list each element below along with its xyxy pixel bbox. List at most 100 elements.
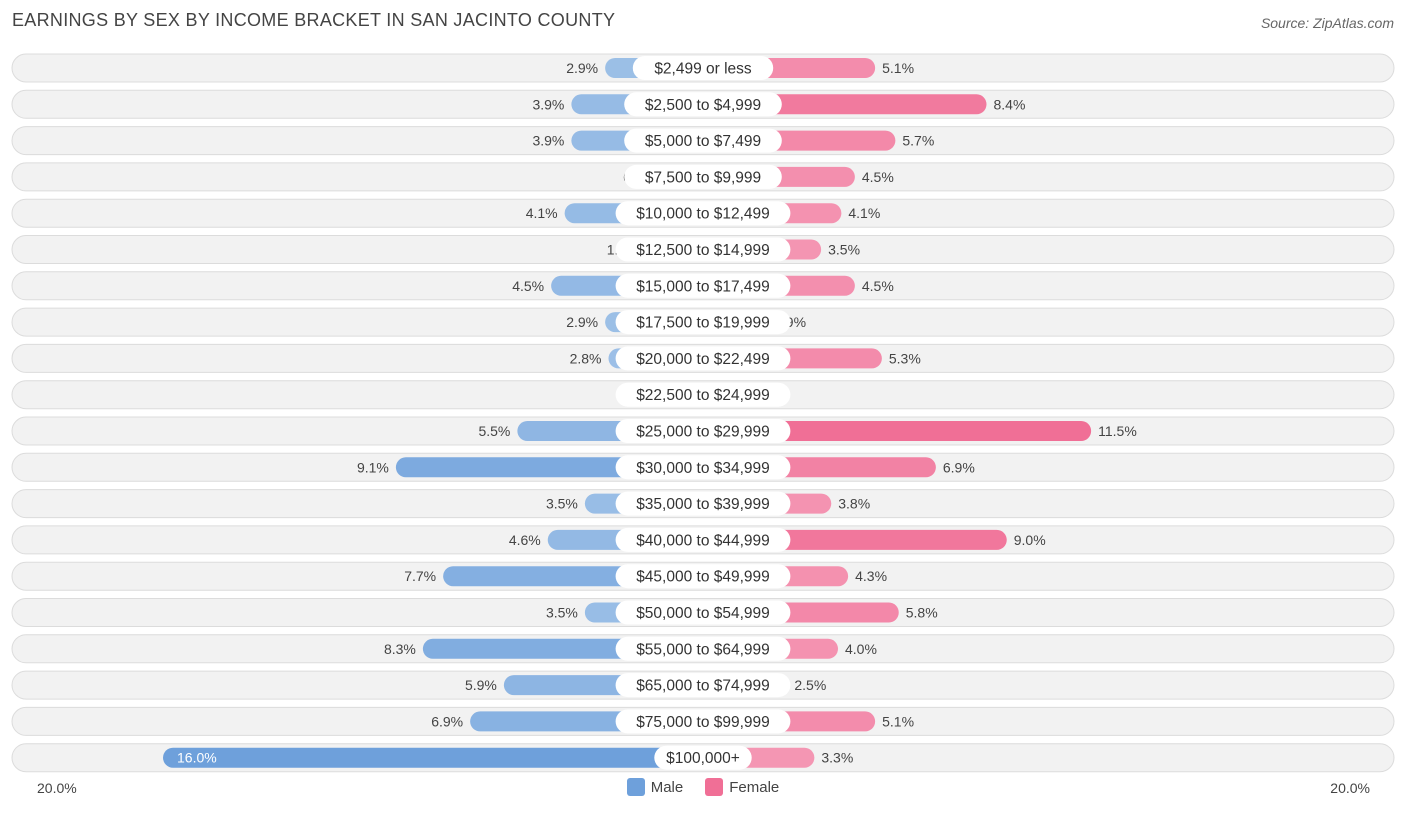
female-value-label: 5.3% <box>889 350 921 366</box>
category-pill <box>615 564 791 589</box>
male-value-label: 9.1% <box>357 459 389 475</box>
category-pill <box>624 128 782 153</box>
category-label: $22,500 to $24,999 <box>636 387 770 404</box>
category-label: $17,500 to $19,999 <box>636 315 770 332</box>
axis-left-label: 20.0% <box>37 780 77 796</box>
bar-row: 3.5% 5.8% $50,000 to $54,999 <box>11 598 1395 627</box>
category-label: $2,500 to $4,999 <box>645 97 761 114</box>
category-pill <box>615 709 791 734</box>
female-value-label: 4.0% <box>845 641 877 657</box>
bar-row: 7.7% 4.3% $45,000 to $49,999 <box>11 561 1395 591</box>
bar-row: 9.1% 6.9% $30,000 to $34,999 <box>11 452 1395 482</box>
female-value-label: 4.5% <box>862 278 894 294</box>
chart-canvas: 2.9% 5.1% $2,499 or less 3.9% 8.4% $2,500 to … <box>11 53 1395 773</box>
legend-item-female[interactable]: Female <box>705 778 779 796</box>
category-label: $15,000 to $17,499 <box>636 278 770 295</box>
male-value-label: 3.5% <box>546 605 578 621</box>
bar-row: 2.8% 5.3% $20,000 to $22,499 <box>11 343 1395 373</box>
male-value-label: 8.3% <box>384 641 416 657</box>
source-label: Source: ZipAtlas.com <box>1260 15 1394 31</box>
female-bar[interactable] <box>703 421 1092 441</box>
category-label: $2,499 or less <box>654 61 752 78</box>
category-pill <box>615 455 791 480</box>
category-pill <box>624 164 782 189</box>
category-pill <box>615 201 791 226</box>
bar-row: 4.5% 4.5% $15,000 to $17,499 <box>11 271 1395 301</box>
bar-row: 5.5% 11.5% $25,000 to $29,999 <box>11 416 1395 446</box>
category-label: $20,000 to $22,499 <box>636 351 770 368</box>
male-value-label: 16.0% <box>177 750 217 766</box>
female-value-label: 2.5% <box>794 677 826 693</box>
category-label: $35,000 to $39,999 <box>636 496 770 513</box>
male-value-label: 2.8% <box>570 350 602 366</box>
female-value-label: 5.8% <box>906 605 938 621</box>
category-label: $65,000 to $74,999 <box>636 678 770 695</box>
bar-row: 2.9%1.9%$17,500 to $19,999 <box>11 307 1395 337</box>
category-label: $45,000 to $49,999 <box>636 569 770 586</box>
category-pill <box>615 419 791 443</box>
female-swatch-icon <box>705 778 724 796</box>
category-pill <box>615 273 791 298</box>
bar-row: 1.7%3.5%$12,500 to $14,999 <box>11 235 1395 264</box>
male-value-label: 4.5% <box>512 278 544 294</box>
category-pill <box>615 310 791 335</box>
category-label: $40,000 to $44,999 <box>636 532 770 549</box>
female-value-label: 3.3% <box>821 750 853 766</box>
legend: Male Female <box>0 778 1406 796</box>
male-value-label: 5.5% <box>478 423 510 439</box>
bar-row: 3.9% 8.4% $2,500 to $4,999 <box>11 89 1395 119</box>
female-value-label: 4.5% <box>862 169 894 185</box>
bar-row: 6.9% 5.1% $75,000 to $99,999 <box>11 706 1395 736</box>
category-pill <box>615 237 791 262</box>
legend-female-label: Female <box>729 778 780 796</box>
axis-right-label: 20.0% <box>1330 780 1370 796</box>
legend-item-male[interactable]: Male <box>626 778 684 796</box>
category-pill <box>615 382 791 407</box>
female-value-label: 8.4% <box>994 96 1026 112</box>
category-label: $12,500 to $14,999 <box>636 242 770 259</box>
female-value-label: 5.1% <box>882 713 914 729</box>
female-value-label: 3.8% <box>838 496 870 512</box>
bar-row: 0.98%4.5%$7,500 to $9,999 <box>11 162 1395 192</box>
category-pill <box>615 491 791 516</box>
chart-title: EARNINGS BY SEX BY INCOME BRACKET IN SAN… <box>12 10 616 30</box>
category-label: $30,000 to $34,999 <box>636 460 770 477</box>
bar-row: 1.3%0.84%$22,500 to $24,999 <box>11 380 1395 410</box>
male-value-label: 5.9% <box>465 677 497 693</box>
bar-row: 5.9% 2.5% $65,000 to $74,999 <box>11 670 1395 700</box>
female-value-label: 4.3% <box>855 568 887 584</box>
male-value-label: 4.1% <box>526 205 558 221</box>
male-value-label: 7.7% <box>404 568 436 584</box>
category-label: $25,000 to $29,999 <box>636 424 770 441</box>
bar-row: 3.9% 5.7% $5,000 to $7,499 <box>11 126 1395 156</box>
male-bar[interactable] <box>163 747 703 768</box>
female-value-label: 5.7% <box>902 133 934 149</box>
male-value-label: 2.9% <box>566 314 598 330</box>
bar-row: 2.9% 5.1% $2,499 or less <box>11 53 1395 83</box>
category-pill <box>654 745 752 770</box>
male-value-label: 4.6% <box>509 532 541 548</box>
bar-row: 8.3% 4.0% $55,000 to $64,999 <box>11 634 1395 664</box>
category-label: $10,000 to $12,499 <box>636 206 770 223</box>
category-label: $5,000 to $7,499 <box>645 133 761 150</box>
category-label: $75,000 to $99,999 <box>636 714 770 731</box>
category-label: $7,500 to $9,999 <box>645 169 761 186</box>
male-value-label: 3.9% <box>532 133 564 149</box>
female-value-label: 9.0% <box>1014 532 1046 548</box>
male-swatch-icon <box>626 778 645 796</box>
category-pill <box>632 56 774 80</box>
category-pill <box>615 636 791 661</box>
category-label: $55,000 to $64,999 <box>636 641 770 658</box>
bar-row: 16.0% 3.3% $100,000+ <box>11 743 1395 773</box>
female-value-label: 11.5% <box>1098 423 1137 439</box>
category-label: $50,000 to $54,999 <box>636 605 770 622</box>
legend-male-label: Male <box>650 778 684 796</box>
bar-row: 3.5% 3.8% $35,000 to $39,999 <box>11 489 1395 519</box>
category-pill <box>624 92 782 117</box>
male-value-label: 3.9% <box>532 96 564 112</box>
bar-row: 4.6% 9.0% $40,000 to $44,999 <box>11 525 1395 555</box>
female-value-label: 3.5% <box>828 242 860 258</box>
female-value-label: 4.1% <box>848 205 880 221</box>
female-value-label: 6.9% <box>943 459 975 475</box>
category-pill <box>615 346 791 371</box>
